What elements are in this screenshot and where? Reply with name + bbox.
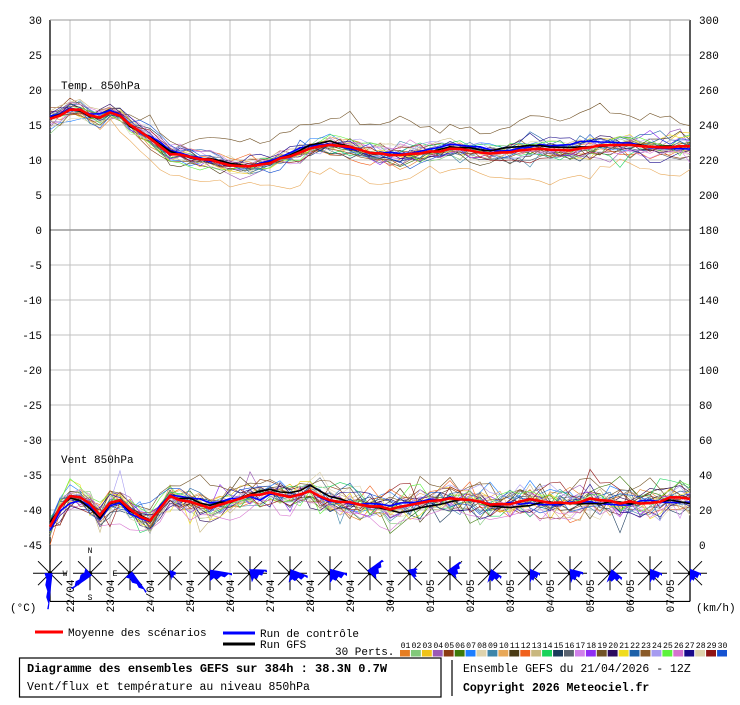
svg-text:Temp. 850hPa: Temp. 850hPa [61,81,141,93]
svg-text:24/04: 24/04 [146,579,158,612]
svg-text:120: 120 [699,331,719,343]
svg-text:07/05: 07/05 [666,579,678,612]
svg-text:0: 0 [35,226,42,238]
svg-text:N: N [88,547,93,556]
svg-text:15: 15 [29,121,42,133]
svg-text:280: 280 [699,51,719,63]
svg-text:30: 30 [718,642,728,651]
svg-text:140: 140 [699,296,719,308]
svg-text:01/05: 01/05 [426,579,438,612]
svg-text:06/05: 06/05 [626,579,638,612]
svg-text:05/05: 05/05 [586,579,598,612]
svg-text:Run GFS: Run GFS [260,640,307,652]
svg-text:0: 0 [699,541,706,553]
svg-text:Moyenne des scénarios: Moyenne des scénarios [68,628,207,640]
svg-text:27/04: 27/04 [266,579,278,612]
svg-text:-15: -15 [22,331,42,343]
svg-text:30/04: 30/04 [386,579,398,612]
svg-text:20: 20 [699,506,712,518]
svg-text:S: S [88,594,93,603]
svg-text:25: 25 [663,642,673,651]
svg-text:10: 10 [29,156,42,168]
svg-text:30: 30 [29,16,42,28]
svg-text:-10: -10 [22,296,42,308]
svg-text:-40: -40 [22,506,42,518]
svg-text:05: 05 [444,642,454,651]
svg-text:15: 15 [554,642,564,651]
svg-text:200: 200 [699,191,719,203]
svg-text:160: 160 [699,261,719,273]
svg-text:-30: -30 [22,436,42,448]
svg-text:-5: -5 [29,261,42,273]
svg-text:30 Perts.: 30 Perts. [335,647,394,659]
svg-text:20: 20 [608,642,618,651]
svg-text:26: 26 [674,642,684,651]
svg-text:W: W [63,570,68,579]
svg-text:21: 21 [619,642,629,651]
svg-text:27: 27 [685,642,695,651]
svg-text:40: 40 [699,471,712,483]
svg-text:Copyright 2026 Meteociel.fr: Copyright 2026 Meteociel.fr [463,682,649,695]
svg-text:17: 17 [575,642,585,651]
svg-text:25/04: 25/04 [186,579,198,612]
svg-text:11: 11 [510,642,520,651]
svg-text:-25: -25 [22,401,42,413]
svg-text:26/04: 26/04 [226,579,238,612]
svg-text:28: 28 [696,642,706,651]
svg-text:03/05: 03/05 [506,579,518,612]
svg-text:(°C): (°C) [10,603,36,615]
svg-text:-45: -45 [22,541,42,553]
svg-text:23/04: 23/04 [106,579,118,612]
svg-text:14: 14 [543,642,553,651]
svg-text:240: 240 [699,121,719,133]
svg-text:260: 260 [699,86,719,98]
svg-text:20: 20 [29,86,42,98]
svg-text:29/04: 29/04 [346,579,358,612]
svg-text:-35: -35 [22,471,42,483]
svg-text:23: 23 [641,642,651,651]
svg-text:22: 22 [630,642,640,651]
svg-text:01: 01 [401,642,411,651]
svg-text:100: 100 [699,366,719,378]
svg-text:06: 06 [455,642,465,651]
svg-text:07: 07 [466,642,476,651]
svg-text:220: 220 [699,156,719,168]
svg-text:03: 03 [422,642,432,651]
svg-text:24: 24 [652,642,662,651]
svg-text:80: 80 [699,401,712,413]
svg-text:25: 25 [29,51,42,63]
svg-text:02/05: 02/05 [466,579,478,612]
svg-text:13: 13 [532,642,542,651]
svg-text:10: 10 [499,642,509,651]
svg-text:5: 5 [35,191,42,203]
svg-text:Vent/flux et température au ni: Vent/flux et température au niveau 850hP… [27,681,310,694]
svg-text:04/05: 04/05 [546,579,558,612]
svg-text:300: 300 [699,16,719,28]
svg-text:Diagramme des ensembles GEFS s: Diagramme des ensembles GEFS sur 384h : … [27,662,388,676]
svg-text:08: 08 [477,642,487,651]
svg-text:04: 04 [433,642,443,651]
svg-text:Ensemble GEFS du 21/04/2026 -: Ensemble GEFS du 21/04/2026 - 12Z [463,663,691,676]
svg-text:180: 180 [699,226,719,238]
svg-text:02: 02 [411,642,421,651]
svg-text:19: 19 [597,642,607,651]
svg-text:12: 12 [521,642,531,651]
svg-text:Vent 850hPa: Vent 850hPa [61,455,134,467]
svg-text:-20: -20 [22,366,42,378]
svg-text:16: 16 [565,642,575,651]
svg-text:28/04: 28/04 [306,579,318,612]
svg-text:E: E [113,570,118,579]
svg-text:(km/h): (km/h) [696,603,736,615]
svg-text:60: 60 [699,436,712,448]
svg-text:09: 09 [488,642,498,651]
svg-text:18: 18 [586,642,596,651]
svg-text:29: 29 [707,642,717,651]
